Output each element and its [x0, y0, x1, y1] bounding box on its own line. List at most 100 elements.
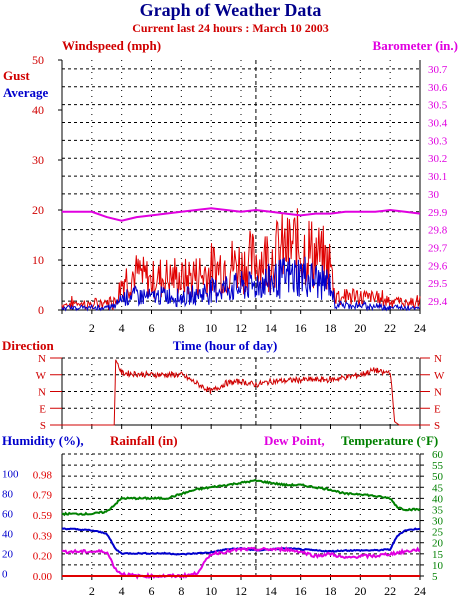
- humidity-tick-label: 60: [2, 508, 14, 520]
- barometer-tick-label: 30.4: [428, 118, 448, 130]
- x-tick-label: 20: [354, 584, 366, 598]
- barometer-tick-label: 29.5: [428, 278, 448, 290]
- barometer-tick-label: 29.9: [428, 207, 448, 219]
- x-tick-label: 4: [119, 584, 125, 598]
- x-tick-label: 10: [205, 584, 217, 598]
- direction-tick-label-right: W: [434, 370, 445, 382]
- direction-tick-label-right: E: [434, 403, 441, 415]
- dewpoint-axis-title: Dew Point,: [264, 433, 325, 448]
- wind-panel: Windspeed (mph) Barometer (in.) Gust Ave…: [3, 38, 458, 353]
- humidity-axis-title: Humidity (%),: [2, 433, 84, 448]
- barometer-tick-label: 30.1: [428, 171, 447, 183]
- gust-legend: Gust: [3, 68, 30, 83]
- direction-tick-label-right: N: [434, 353, 442, 365]
- temperature-line: [61, 478, 421, 517]
- wind-x-tick-labels: 2 4 6 8 10 12 14 16 18 20 22 24: [89, 321, 426, 335]
- rainfall-tick-label: 0.98: [33, 470, 53, 482]
- x-tick-label: 8: [178, 584, 184, 598]
- average-line: [61, 256, 420, 312]
- direction-tick-label: N: [38, 387, 46, 399]
- rainfall-tick-labels: 0.00 0.20 0.39 0.59 0.79 0.98: [33, 470, 53, 583]
- humidity-tick-label: 100: [2, 469, 19, 481]
- temperature-tick-label: 10: [432, 560, 444, 572]
- climate-x-tick-labels: 2 4 6 8 10 12 14 16 18 20 22 24: [89, 584, 426, 598]
- humidity-line: [61, 527, 421, 556]
- windspeed-tick-label: 50: [32, 53, 44, 67]
- direction-grid: [50, 357, 430, 429]
- barometer-tick-label: 29.6: [428, 260, 448, 272]
- direction-tick-label: E: [39, 403, 46, 415]
- direction-tick-label: N: [38, 353, 46, 365]
- windspeed-tick-label: 10: [32, 253, 44, 267]
- windspeed-axis-title: Windspeed (mph): [62, 38, 161, 53]
- x-axis-title: Time (hour of day): [173, 338, 278, 353]
- windspeed-tick-label: 40: [32, 103, 44, 117]
- x-tick-label: 14: [265, 321, 277, 335]
- humidity-tick-label: 40: [2, 528, 14, 540]
- temperature-tick-label: 20: [432, 538, 444, 550]
- humidity-tick-labels: 0 20 40 60 80 100: [2, 469, 19, 581]
- x-tick-label: 8: [178, 321, 184, 335]
- rainfall-tick-label: 0.79: [33, 489, 53, 501]
- temperature-axis-title: Temperature (°F): [341, 433, 438, 448]
- x-tick-label: 10: [205, 321, 217, 335]
- rainfall-axis-title: Rainfall (in): [110, 433, 178, 448]
- temperature-tick-label: 25: [432, 527, 444, 539]
- x-tick-label: 2: [89, 321, 95, 335]
- humidity-tick-label: 0: [2, 568, 8, 580]
- windspeed-tick-label: 0: [38, 303, 44, 317]
- direction-line: [62, 359, 420, 426]
- climate-grid: [61, 453, 424, 580]
- temperature-tick-label: 35: [432, 504, 444, 516]
- temperature-tick-label: 50: [432, 471, 444, 483]
- rainfall-tick-label: 0.00: [33, 571, 53, 583]
- barometer-tick-labels: 29.4 29.5 29.6 29.7 29.8 29.9 30 30.1 30.2 30.3 30…: [428, 64, 448, 308]
- barometer-tick-label: 30.7: [428, 64, 448, 76]
- rainfall-tick-label: 0.59: [33, 510, 53, 522]
- x-tick-label: 6: [149, 321, 155, 335]
- x-tick-label: 16: [295, 584, 307, 598]
- barometer-tick-label: 29.7: [428, 243, 448, 255]
- windspeed-tick-label: 20: [32, 203, 44, 217]
- barometer-axis-title: Barometer (in.): [373, 38, 458, 53]
- temperature-tick-label: 5: [432, 571, 438, 583]
- barometer-tick-label: 30.5: [428, 100, 448, 112]
- rainfall-tick-label: 0.39: [33, 531, 53, 543]
- direction-axis-title: Direction: [2, 338, 55, 353]
- page-title: Graph of Weather Data: [139, 0, 322, 20]
- temperature-tick-label: 40: [432, 493, 444, 505]
- x-tick-label: 18: [325, 321, 337, 335]
- wind-grid: [58, 59, 421, 314]
- windspeed-tick-labels: 0 10 20 30 40 50: [32, 53, 44, 317]
- x-tick-label: 22: [384, 584, 396, 598]
- dewpoint-line: [61, 545, 421, 580]
- humidity-tick-label: 80: [2, 488, 14, 500]
- climate-series: [61, 478, 421, 580]
- barometer-tick-label: 29.4: [428, 296, 448, 308]
- barometer-tick-label: 30.2: [428, 153, 447, 165]
- page-subtitle: Current last 24 hours : March 10 2003: [132, 21, 329, 35]
- humidity-tick-label: 20: [2, 548, 14, 560]
- barometer-tick-label: 30.6: [428, 82, 448, 94]
- temperature-tick-label: 15: [432, 549, 444, 561]
- barometer-tick-label: 30: [428, 189, 440, 201]
- direction-tick-label: W: [36, 370, 47, 382]
- x-tick-label: 16: [295, 321, 307, 335]
- direction-tick-label-right: N: [434, 387, 442, 399]
- x-tick-label: 12: [235, 584, 247, 598]
- x-tick-label: 18: [325, 584, 337, 598]
- direction-series: [62, 359, 420, 426]
- x-tick-label: 6: [149, 584, 155, 598]
- x-tick-label: 24: [414, 321, 426, 335]
- wind-series: [61, 207, 421, 312]
- barometer-line: [62, 207, 421, 222]
- average-legend: Average: [3, 85, 48, 100]
- x-tick-label: 14: [265, 584, 277, 598]
- climate-panel: Humidity (%), Rainfall (in) Dew Point, T…: [2, 433, 444, 598]
- direction-tick-label-right: S: [434, 420, 440, 432]
